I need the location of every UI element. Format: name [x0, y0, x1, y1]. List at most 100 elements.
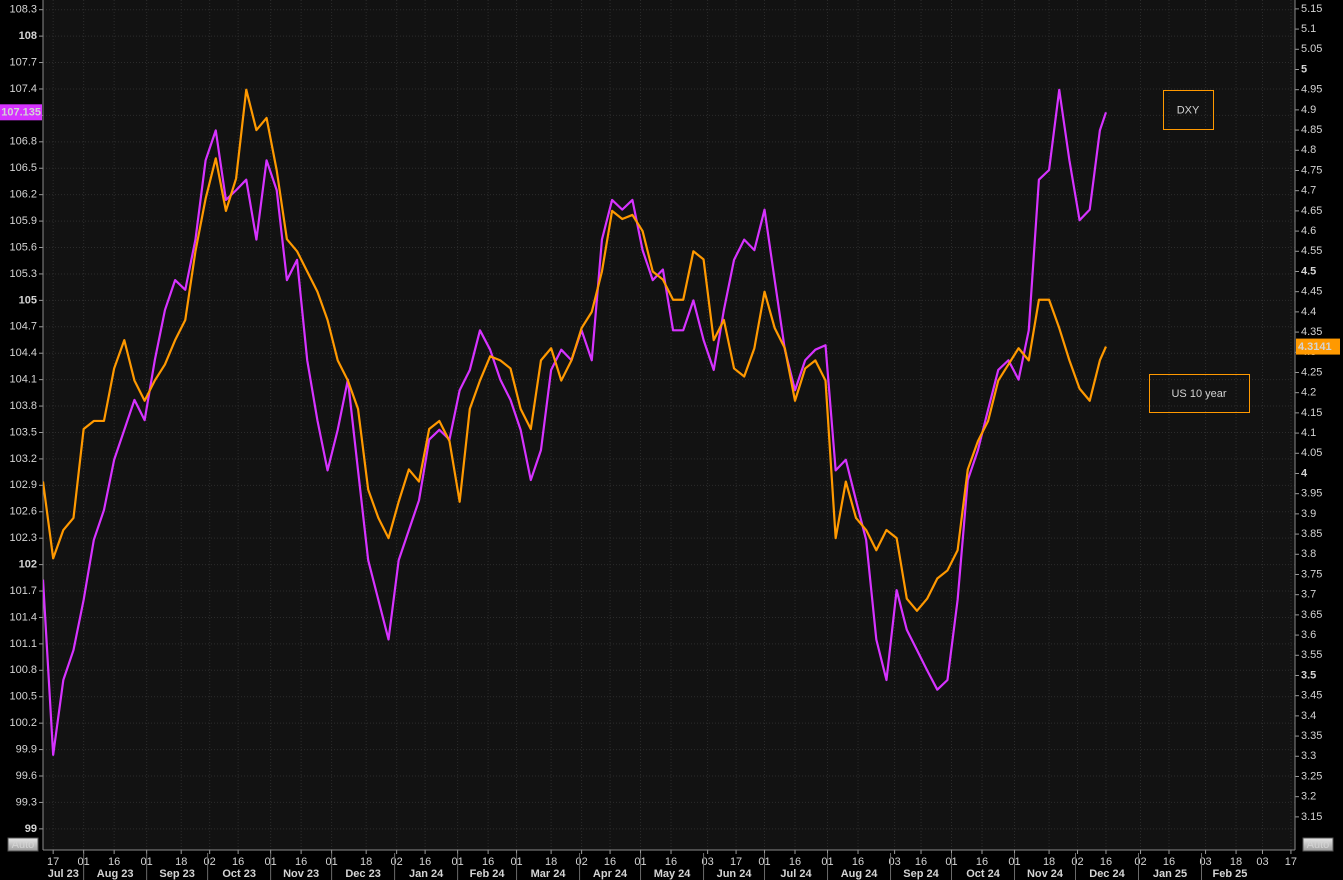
- y2-tick-label: 3.9: [1301, 508, 1316, 520]
- y-tick-label: 99: [25, 823, 37, 835]
- month-label: Jan 25: [1153, 868, 1187, 880]
- x-tick-label: 18: [545, 856, 557, 868]
- y-tick-label: 108.3: [9, 4, 37, 16]
- month-label: Nov 24: [1027, 868, 1064, 880]
- month-label: Dec 24: [1089, 868, 1125, 880]
- last-value-text: 107.135: [1, 107, 41, 119]
- y2-tick-label: 4.25: [1301, 366, 1322, 378]
- month-label: Nov 23: [283, 868, 319, 880]
- auto-button[interactable]: Auto: [1302, 837, 1334, 852]
- x-tick-label: 16: [1163, 856, 1175, 868]
- y-tick-label: 103.2: [9, 453, 37, 465]
- y2-tick-label: 3.25: [1301, 770, 1322, 782]
- y2-tick-label: 4.95: [1301, 84, 1322, 96]
- y2-tick-label: 5.15: [1301, 3, 1322, 15]
- last-value-text: 4.3141: [1298, 341, 1332, 353]
- x-tick-label: 17: [730, 856, 742, 868]
- y2-tick-label: 3.85: [1301, 528, 1322, 540]
- y-tick-label: 103.5: [9, 426, 37, 438]
- y2-tick-label: 3.2: [1301, 791, 1316, 803]
- month-label: Jul 23: [48, 868, 79, 880]
- month-label: Sep 23: [159, 868, 194, 880]
- y2-tick-label: 4.45: [1301, 286, 1322, 298]
- y2-tick-label: 4: [1301, 467, 1308, 479]
- y2-tick-label: 4.7: [1301, 185, 1316, 197]
- month-label: May 24: [654, 868, 692, 880]
- auto-button[interactable]: Auto: [7, 837, 39, 852]
- x-tick-label: 16: [915, 856, 927, 868]
- month-label: Dec 23: [345, 868, 380, 880]
- month-label: Aug 23: [97, 868, 134, 880]
- y2-tick-label: 4.2: [1301, 387, 1316, 399]
- y2-tick-label: 4.65: [1301, 205, 1322, 217]
- y2-tick-label: 3.7: [1301, 589, 1316, 601]
- last-value-box: [0, 104, 42, 121]
- y2-tick-label: 4.4: [1301, 306, 1316, 318]
- y2-tick-label: 3.15: [1301, 811, 1322, 823]
- month-label: Oct 23: [222, 868, 256, 880]
- plot-area: [43, 0, 1295, 850]
- y2-tick-label: 4.6: [1301, 225, 1316, 237]
- y2-tick-label: 5: [1301, 63, 1307, 75]
- y-tick-label: 107.7: [9, 56, 37, 68]
- x-tick-label: 18: [1230, 856, 1242, 868]
- button-label: Auto: [12, 839, 35, 851]
- x-tick-label: 16: [665, 856, 677, 868]
- y2-tick-label: 3.8: [1301, 548, 1316, 560]
- month-label: Feb 25: [1213, 868, 1248, 880]
- y-tick-label: 101.7: [9, 585, 37, 597]
- x-tick-label: 16: [295, 856, 307, 868]
- y2-tick-label: 4.1: [1301, 427, 1316, 439]
- x-tick-label: 16: [976, 856, 988, 868]
- y-tick-label: 108: [19, 30, 37, 42]
- month-label: Jan 24: [409, 868, 444, 880]
- x-tick-label: 02: [391, 856, 403, 868]
- x-tick-label: 18: [1043, 856, 1055, 868]
- y2-tick-label: 3.35: [1301, 730, 1322, 742]
- x-tick-label: 02: [1071, 856, 1083, 868]
- button-label: Auto: [1307, 839, 1330, 851]
- y-tick-label: 103.8: [9, 400, 37, 412]
- y2-tick-label: 4.75: [1301, 164, 1322, 176]
- y-tick-label: 100.8: [9, 664, 37, 676]
- x-tick-label: 17: [1285, 856, 1297, 868]
- y-tick-label: 105.6: [9, 241, 37, 253]
- x-tick-label: 16: [108, 856, 120, 868]
- x-tick-label: 16: [482, 856, 494, 868]
- y-tick-label: 102: [19, 559, 37, 571]
- y-tick-label: 99.3: [16, 796, 37, 808]
- month-label: Jul 24: [780, 868, 812, 880]
- y-tick-label: 104.7: [9, 321, 37, 333]
- x-tick-label: 02: [575, 856, 587, 868]
- legend-item: DXY: [1163, 90, 1214, 130]
- x-tick-label: 03: [1256, 856, 1268, 868]
- series-line: [43, 88, 1107, 612]
- y2-tick-label: 3.95: [1301, 488, 1322, 500]
- y-tick-label: 105.3: [9, 268, 37, 280]
- y2-tick-label: 4.9: [1301, 104, 1316, 116]
- y2-tick-label: 3.5: [1301, 669, 1316, 681]
- x-tick-label: 16: [232, 856, 244, 868]
- y-tick-label: 100.5: [9, 691, 37, 703]
- last-value-label: 107.135: [0, 104, 42, 121]
- y2-tick-label: 3.65: [1301, 609, 1322, 621]
- x-tick-label: 16: [1100, 856, 1112, 868]
- month-label: Jun 24: [717, 868, 753, 880]
- y-tick-label: 101.1: [9, 638, 37, 650]
- y2-tick-label: 4.35: [1301, 326, 1322, 338]
- y2-tick-label: 4.15: [1301, 407, 1322, 419]
- legend-label: DXY: [1177, 104, 1200, 116]
- month-label: Sep 24: [903, 868, 939, 880]
- month-label: Mar 24: [531, 868, 567, 880]
- y-tick-label: 106.8: [9, 136, 37, 148]
- y2-tick-label: 3.45: [1301, 690, 1322, 702]
- y2-tick-label: 5.05: [1301, 43, 1322, 55]
- x-tick-label: 17: [47, 856, 59, 868]
- y-tick-label: 105: [19, 294, 37, 306]
- month-label: Feb 24: [470, 868, 506, 880]
- legend-box: [1149, 374, 1250, 413]
- y2-tick-label: 3.75: [1301, 568, 1322, 580]
- y2-tick-label: 4.05: [1301, 447, 1322, 459]
- y-tick-label: 105.9: [9, 215, 37, 227]
